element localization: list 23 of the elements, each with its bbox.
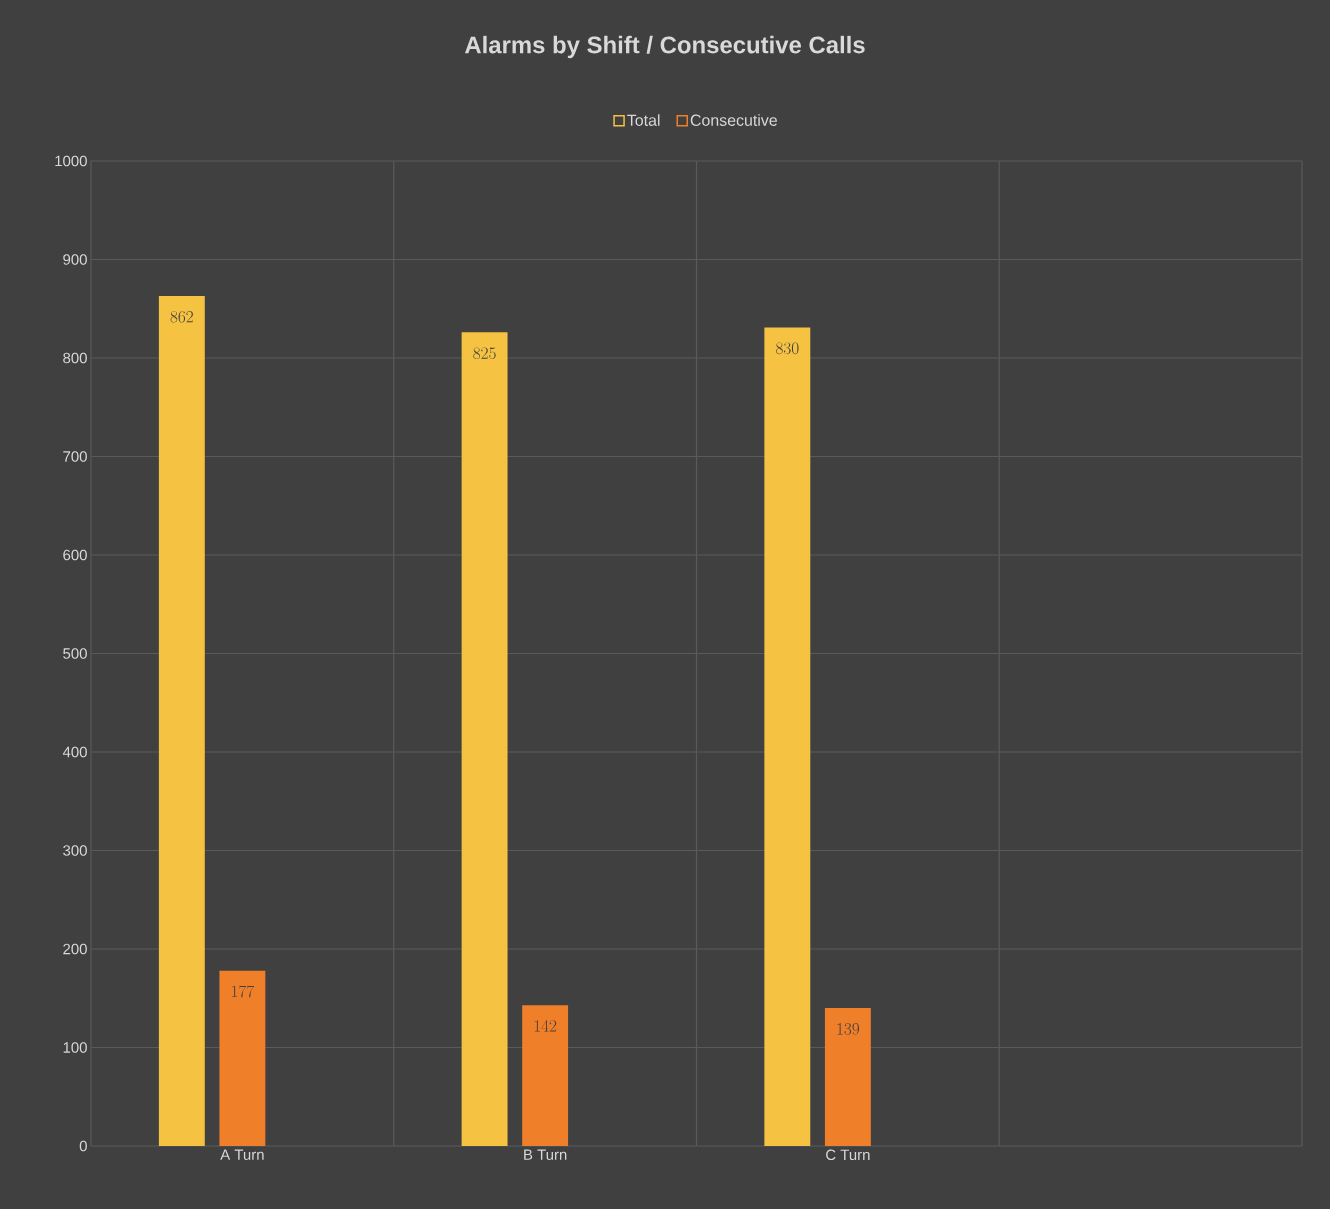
legend-label: Total — [627, 114, 660, 126]
y-tick-label: 400 — [62, 746, 87, 758]
x-tick-label: B Turn — [524, 1149, 567, 1160]
x-tick-label: C Turn — [826, 1149, 870, 1161]
x-tick-label: A Turn — [220, 1149, 264, 1160]
chart-title: Alarms by Shift / Consecutive Calls — [464, 35, 865, 59]
legend-label: Consecutive — [690, 114, 777, 126]
data-label: 139 — [837, 1023, 860, 1035]
y-tick-label: 900 — [63, 254, 87, 265]
data-label: 825 — [473, 347, 496, 360]
y-tick-label: 1000 — [55, 155, 87, 167]
y-tick-label: 100 — [63, 1042, 87, 1053]
y-tick-label: 700 — [63, 451, 87, 462]
y-tick-label: 600 — [63, 549, 87, 561]
y-tick-label: 200 — [63, 943, 87, 955]
y-tick-label: 500 — [63, 648, 87, 659]
data-label: 142 — [534, 1020, 557, 1032]
data-label: 177 — [232, 985, 255, 998]
data-label: 830 — [776, 342, 799, 355]
data-label: 862 — [170, 310, 193, 323]
y-tick-label: 300 — [63, 845, 87, 856]
y-tick-label: 800 — [63, 352, 87, 364]
y-tick-label: 0 — [79, 1140, 87, 1152]
